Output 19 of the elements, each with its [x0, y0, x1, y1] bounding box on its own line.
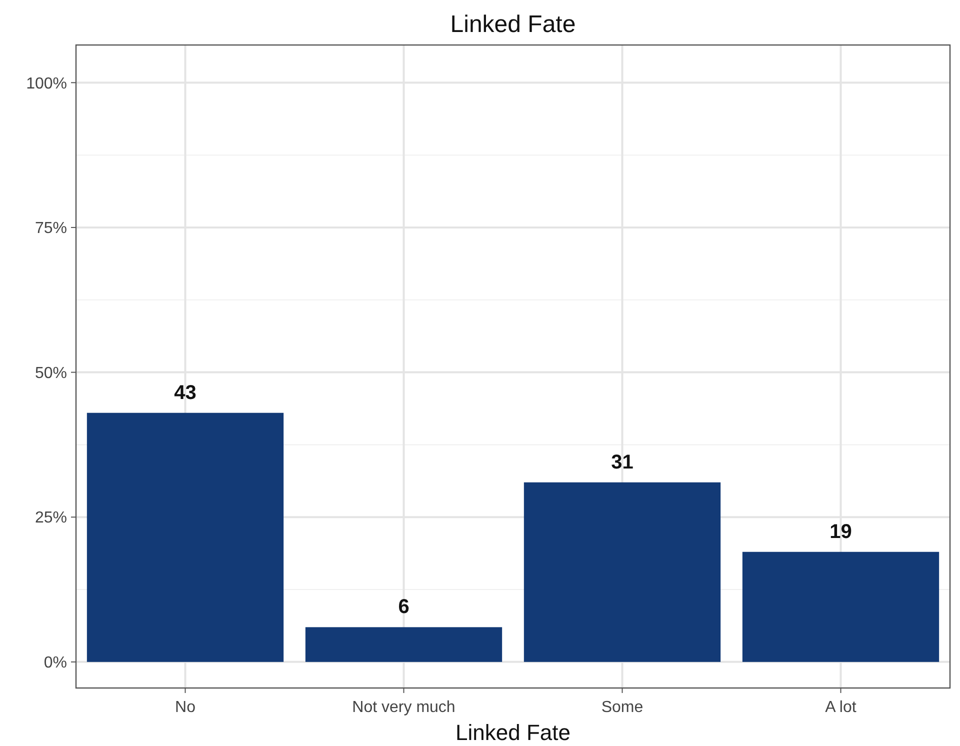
y-tick-label: 25% — [34, 510, 67, 527]
chart-title: Linked Fate — [450, 11, 576, 38]
bar — [742, 552, 940, 662]
x-tick-label: No — [175, 699, 196, 716]
x-tick-label: Not very much — [352, 699, 456, 716]
x-tick-label: Some — [601, 699, 644, 716]
data-label: 43 — [174, 382, 196, 404]
data-label: 31 — [611, 451, 634, 474]
data-label: 6 — [398, 596, 410, 618]
bar — [86, 412, 284, 662]
y-tick-label: 75% — [34, 220, 67, 238]
y-tick-label: 0% — [44, 654, 67, 672]
y-tick-label: 50% — [34, 364, 67, 382]
x-axis-title: Linked Fate — [456, 720, 570, 745]
y-tick-label: 100% — [26, 75, 67, 92]
bar — [524, 482, 721, 662]
bar — [305, 627, 502, 662]
x-tick-label: A lot — [825, 699, 857, 716]
data-label: 19 — [830, 520, 852, 543]
